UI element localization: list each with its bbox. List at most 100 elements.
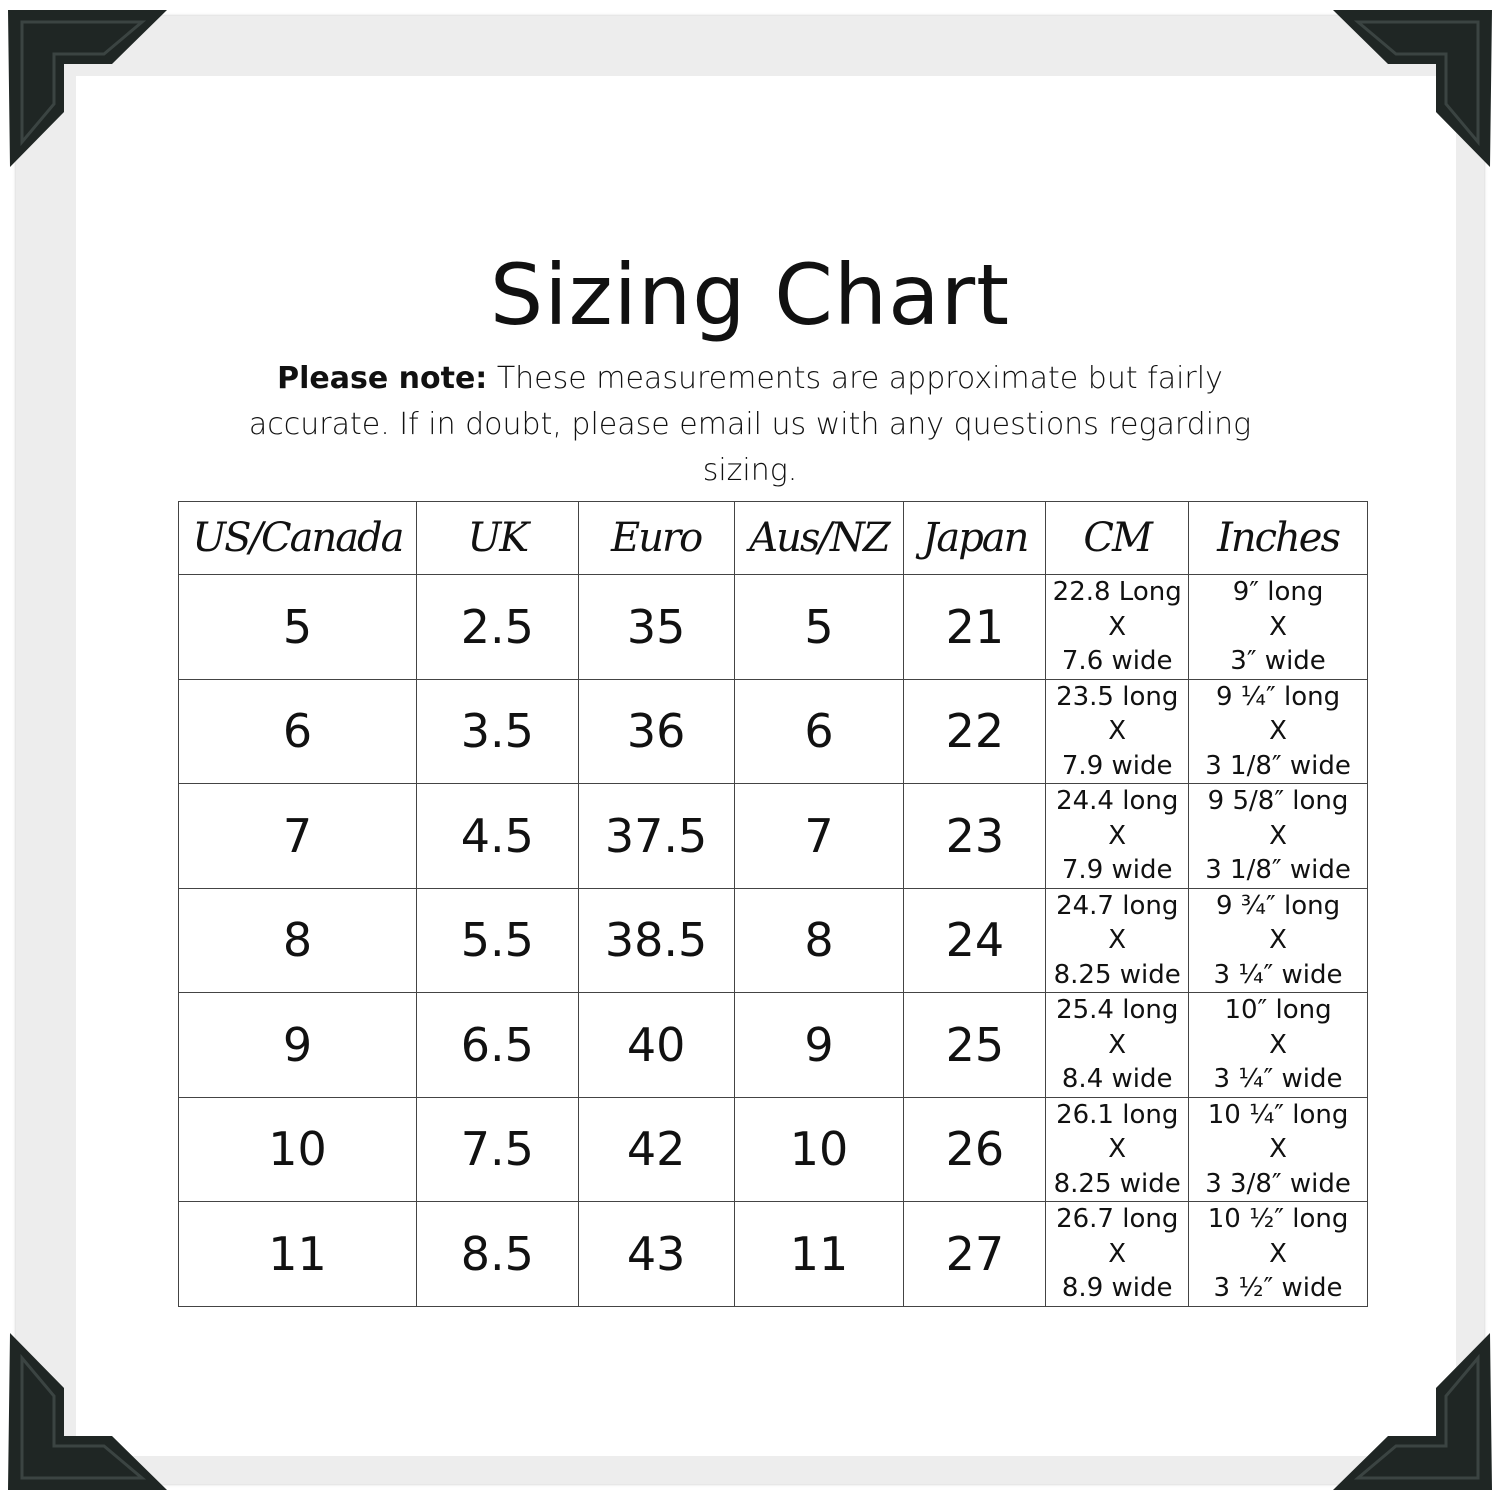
corner-photo-mount-icon xyxy=(2,1323,177,1498)
measurement-line: X xyxy=(1269,1238,1287,1269)
cell-us: 9 xyxy=(178,992,417,1098)
cell-japan: 22 xyxy=(903,678,1047,784)
table-row: 8 5.5 38.5 8 24 24.7 long X 8.25 wide 9 ¾″ long X… xyxy=(178,887,1368,993)
measurement-line: X xyxy=(1108,925,1127,955)
cell-uk: 8.5 xyxy=(415,1201,579,1307)
cell-japan: 21 xyxy=(903,574,1047,680)
cell-cm: 23.5 long X 7.9 wide xyxy=(1045,678,1190,784)
measurement-line: 9″ long xyxy=(1232,577,1324,607)
measurement-line: 24.7 long xyxy=(1056,890,1179,921)
measurement-line: X xyxy=(1269,1134,1287,1164)
cell-japan: 25 xyxy=(903,992,1047,1098)
cell-inches: 9 ¼″ long X 3 1/8″ wide xyxy=(1188,678,1368,784)
measurement-line: 3 ¼″ wide xyxy=(1213,959,1343,990)
page-title: Sizing Chart xyxy=(489,246,1011,345)
cell-inches: 9″ long X 3″ wide xyxy=(1188,574,1368,680)
measurement-line: 8.25 wide xyxy=(1053,959,1181,990)
cell-cm: 22.8 Long X 7.6 wide xyxy=(1045,574,1190,680)
cell-japan: 26 xyxy=(903,1096,1047,1202)
cell-us: 5 xyxy=(178,574,417,680)
cell-cm: 24.4 long X 7.9 wide xyxy=(1045,783,1190,889)
measurement-line: 7.9 wide xyxy=(1061,750,1173,781)
measurement-line: 25.4 long xyxy=(1056,995,1179,1025)
cell-uk: 3.5 xyxy=(415,678,579,784)
cell-inches: 10″ long X 3 ¼″ wide xyxy=(1188,992,1368,1098)
cell-us: 7 xyxy=(178,783,417,889)
table-row: 10 7.5 42 10 26 26.1 long X 8.25 wide 10 ¼″ long… xyxy=(178,1096,1368,1202)
cell-aus: 11 xyxy=(733,1201,905,1307)
cell-cm: 26.1 long X 8.25 wide xyxy=(1045,1096,1190,1202)
column-header: CM xyxy=(1045,501,1190,575)
column-header: Aus/NZ xyxy=(733,501,905,575)
corner-photo-mount-icon xyxy=(1323,1323,1498,1498)
cell-aus: 10 xyxy=(733,1096,905,1202)
measurement-line: X xyxy=(1269,611,1287,642)
sizing-table: US/Canada UK Euro Aus/NZ Japan CM Inches 5 2.5 3… xyxy=(178,501,1368,1307)
table-row: 9 6.5 40 9 25 25.4 long X 8.4 wide 10″ long X 3 ¼″… xyxy=(178,992,1368,1098)
cell-euro: 35 xyxy=(577,574,735,680)
cell-us: 8 xyxy=(178,887,417,993)
measurement-line: 26.1 long xyxy=(1056,1099,1179,1130)
measurement-line: 3 3/8″ wide xyxy=(1205,1168,1351,1199)
measurement-line: 3 ¼″ wide xyxy=(1213,1064,1343,1094)
measurement-line: 3 1/8″ wide xyxy=(1205,855,1351,885)
cell-us: 6 xyxy=(178,678,417,784)
cell-aus: 6 xyxy=(733,678,905,784)
measurement-line: 8.9 wide xyxy=(1061,1273,1173,1303)
measurement-line: X xyxy=(1269,716,1287,746)
measurement-line: 3 1/8″ wide xyxy=(1205,750,1351,781)
column-header: Japan xyxy=(903,501,1047,575)
header-row: US/Canada UK Euro Aus/NZ Japan CM Inches xyxy=(178,501,1368,575)
cell-aus: 8 xyxy=(733,887,905,993)
measurement-line: 23.5 long xyxy=(1056,681,1179,712)
cell-cm: 26.7 long X 8.9 wide xyxy=(1045,1201,1190,1307)
cell-japan: 24 xyxy=(903,887,1047,993)
measurement-line: X xyxy=(1108,1238,1127,1269)
corner-photo-mount-icon xyxy=(2,2,177,177)
measurement-line: X xyxy=(1108,1029,1127,1060)
measurement-line: 9 ¾″ long xyxy=(1215,890,1341,921)
cell-euro: 36 xyxy=(577,678,735,784)
sizing-note: Please note: These measurements are appr… xyxy=(230,356,1270,494)
cell-euro: 38.5 xyxy=(577,887,735,993)
cell-japan: 27 xyxy=(903,1201,1047,1307)
cell-euro: 43 xyxy=(577,1201,735,1307)
cell-us: 11 xyxy=(178,1201,417,1307)
cell-us: 10 xyxy=(178,1096,417,1202)
measurement-line: X xyxy=(1108,611,1127,642)
table-row: 6 3.5 36 6 22 23.5 long X 7.9 wide 9 ¼″ long X 3 1… xyxy=(178,678,1368,784)
cell-uk: 5.5 xyxy=(415,887,579,993)
measurement-line: X xyxy=(1269,925,1287,955)
note-text: These measurements are approximate but f… xyxy=(248,361,1252,488)
measurement-line: 22.8 Long xyxy=(1052,577,1182,607)
cell-uk: 6.5 xyxy=(415,992,579,1098)
corner-photo-mount-icon xyxy=(1323,2,1498,177)
cell-cm: 24.7 long X 8.25 wide xyxy=(1045,887,1190,993)
cell-uk: 2.5 xyxy=(415,574,579,680)
cell-uk: 4.5 xyxy=(415,783,579,889)
note-label: Please note: xyxy=(277,361,488,396)
cell-euro: 40 xyxy=(577,992,735,1098)
table-row: 7 4.5 37.5 7 23 24.4 long X 7.9 wide 9 5/8″ long… xyxy=(178,783,1368,889)
measurement-line: 8.4 wide xyxy=(1061,1064,1173,1094)
measurement-line: X xyxy=(1108,1134,1127,1164)
table-row: 11 8.5 43 11 27 26.7 long X 8.9 wide 10 ½″ long X… xyxy=(178,1201,1368,1307)
measurement-line: 26.7 long xyxy=(1056,1204,1179,1234)
measurement-line: X xyxy=(1108,716,1127,746)
measurement-line: 3 ½″ wide xyxy=(1213,1273,1343,1303)
cell-cm: 25.4 long X 8.4 wide xyxy=(1045,992,1190,1098)
column-header: UK xyxy=(415,501,579,575)
measurement-line: 7.9 wide xyxy=(1061,855,1173,885)
measurement-line: X xyxy=(1108,820,1127,851)
measurement-line: X xyxy=(1269,1029,1287,1060)
cell-inches: 9 ¾″ long X 3 ¼″ wide xyxy=(1188,887,1368,993)
table-row: 5 2.5 35 5 21 22.8 Long X 7.6 wide 9″ long X 3″ wi… xyxy=(178,574,1368,680)
cell-aus: 7 xyxy=(733,783,905,889)
measurement-line: 10 ½″ long xyxy=(1207,1204,1349,1234)
cell-inches: 9 5/8″ long X 3 1/8″ wide xyxy=(1188,783,1368,889)
cell-uk: 7.5 xyxy=(415,1096,579,1202)
cell-inches: 10 ½″ long X 3 ½″ wide xyxy=(1188,1201,1368,1307)
measurement-line: 24.4 long xyxy=(1056,786,1179,816)
cell-euro: 37.5 xyxy=(577,783,735,889)
measurement-line: 9 5/8″ long xyxy=(1207,786,1349,816)
